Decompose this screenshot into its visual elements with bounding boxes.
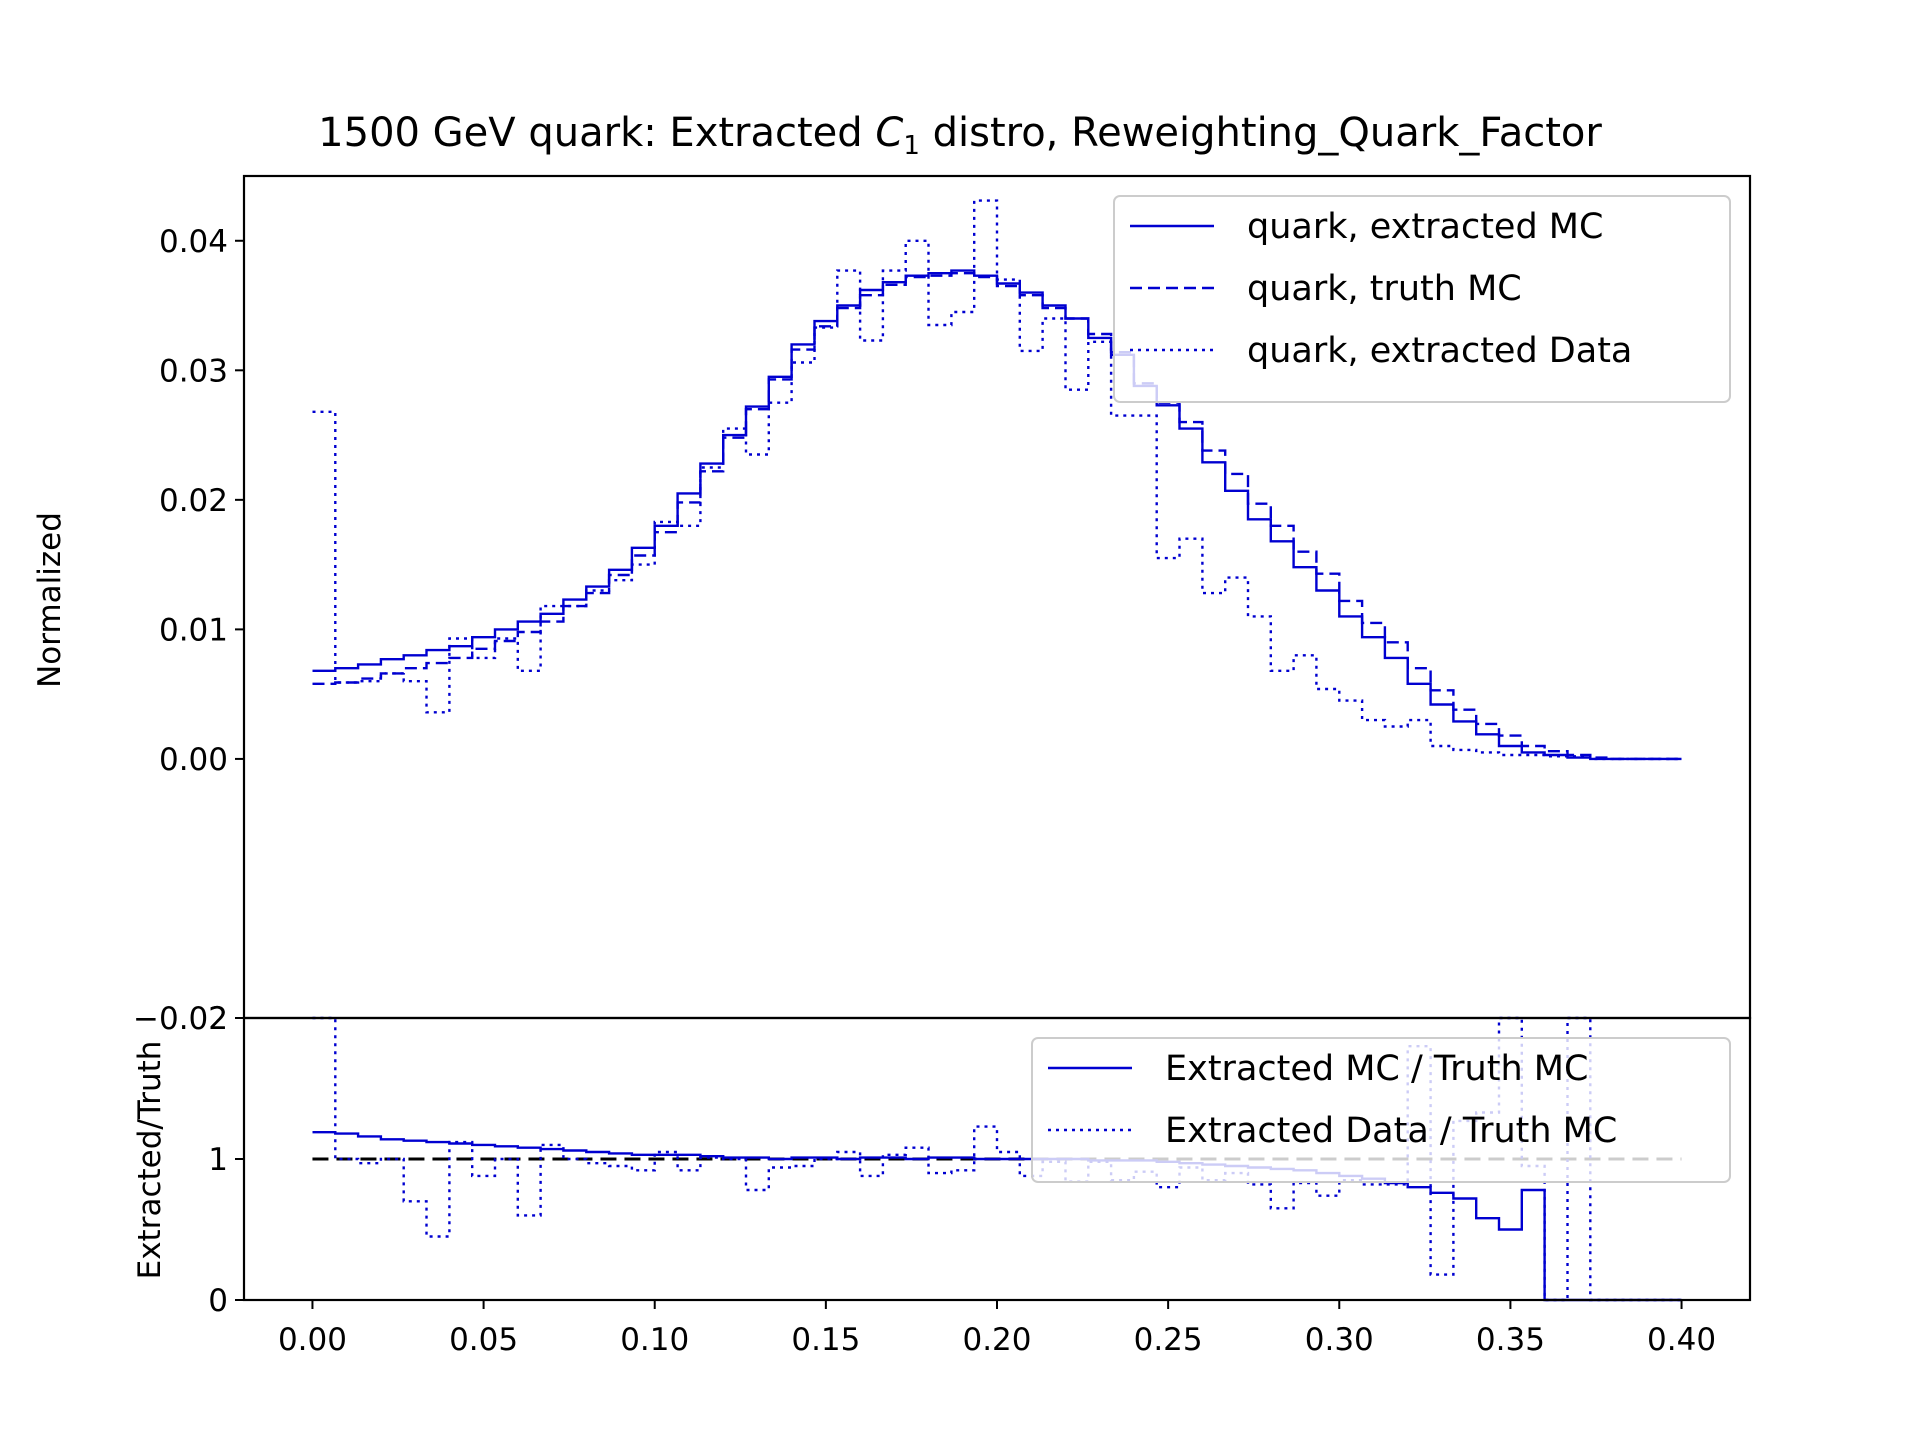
title-part-subscript: 1 [903, 131, 920, 161]
ratio-legend-label: Extracted Data / Truth MC [1165, 1111, 1617, 1151]
ratio-x-tick-label: 0.05 [449, 1322, 518, 1358]
main-y-tick-label: −0.02 [133, 1001, 228, 1037]
ratio-x-tick-label: 0.00 [278, 1322, 347, 1358]
main-y-axis-title: Normalized [32, 512, 68, 688]
main-y-tick-label: 0.04 [159, 224, 228, 260]
ratio-series-solid [312, 1131, 1682, 1302]
main-legend-label: quark, extracted Data [1247, 331, 1632, 371]
main-y-tick-label: 0.01 [159, 612, 228, 648]
ratio-y-tick-label: 0 [208, 1283, 228, 1319]
title-part-2: distro, Reweighting_Quark_Factor [920, 110, 1602, 156]
chart-title: 1500 GeV quark: Extracted C1 distro, Rew… [318, 110, 1602, 161]
main-series-layer [312, 199, 1682, 761]
ratio-x-ticks: 0.00 0.05 0.10 0.15 0.20 0.25 0.30 0.35 0.40 [278, 1300, 1716, 1358]
ratio-x-tick-label: 0.20 [962, 1322, 1031, 1358]
ratio-y-axis-title: Extracted/Truth [132, 1041, 168, 1280]
ratio-y-ticks: 2 1 0 [208, 1001, 244, 1319]
ratio-y-tick-label: 1 [208, 1142, 228, 1178]
ratio-panel: 2 1 0 0.00 0.05 0.10 0.15 0.20 0.25 0.30 0.35 0.40… [132, 1001, 1752, 1358]
ratio-legend: Extracted MC / Truth MC Extracted Data / … [1031, 1037, 1731, 1183]
main-series-dashed [312, 272, 1682, 761]
ratio-x-tick-label: 0.25 [1134, 1322, 1203, 1358]
title-part-c: C [875, 110, 903, 156]
main-legend: quark, extracted MC quark, truth MC quark,… [1113, 195, 1731, 403]
main-y-tick-label: 0.00 [159, 742, 228, 778]
main-y-ticks: 0.04 0.03 0.02 0.01 0.00 −0.02 [133, 224, 244, 1037]
main-legend-label: quark, truth MC [1247, 269, 1522, 309]
ratio-x-tick-label: 0.10 [620, 1322, 689, 1358]
ratio-x-tick-label: 0.40 [1647, 1322, 1716, 1358]
main-legend-label: quark, extracted MC [1247, 207, 1603, 247]
ratio-x-tick-label: 0.15 [791, 1322, 860, 1358]
ratio-y-tick-label: 2 [208, 1001, 228, 1037]
main-y-tick-label: 0.03 [159, 353, 228, 389]
main-series-dotted [312, 199, 1682, 761]
title-part-1: 1500 GeV quark: Extracted [318, 110, 875, 156]
ratio-x-tick-label: 0.30 [1305, 1322, 1374, 1358]
ratio-legend-label: Extracted MC / Truth MC [1165, 1049, 1588, 1089]
main-panel: 0.04 0.03 0.02 0.01 0.00 −0.02 Normalized qua… [32, 174, 1752, 1037]
main-y-tick-label: 0.02 [159, 483, 228, 519]
ratio-legend-frame [1031, 1037, 1731, 1183]
ratio-x-tick-label: 0.35 [1476, 1322, 1545, 1358]
main-legend-frame [1113, 195, 1731, 403]
